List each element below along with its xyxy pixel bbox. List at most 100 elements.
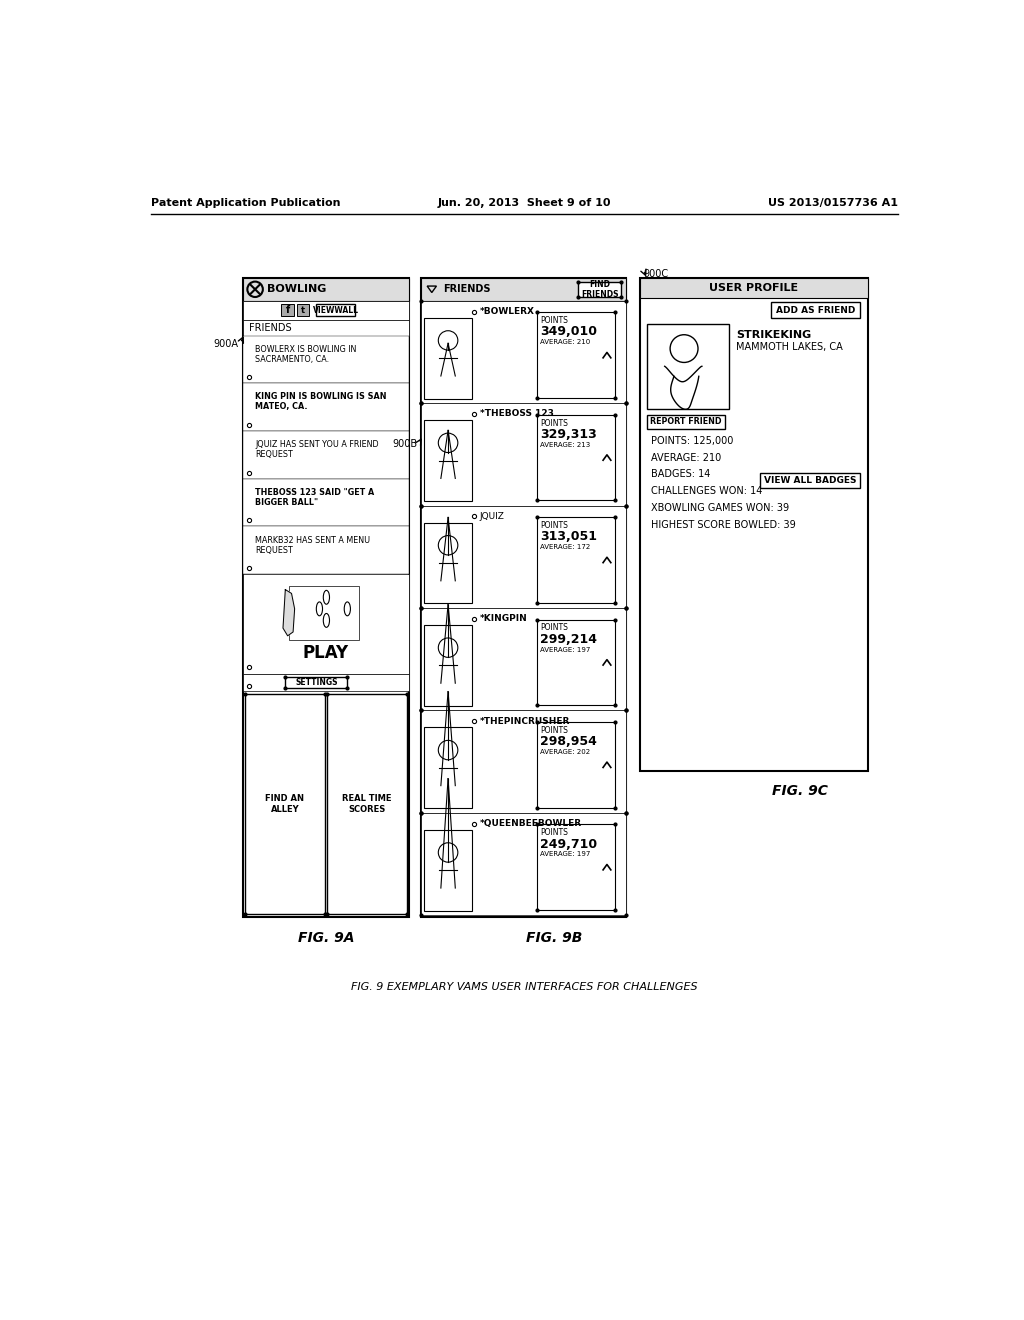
Bar: [421, 277, 627, 301]
Bar: [245, 694, 325, 913]
Text: MARKB32 HAS SENT A MENU: MARKB32 HAS SENT A MENU: [255, 536, 371, 545]
Text: 298,954: 298,954: [541, 735, 597, 748]
Bar: [243, 527, 410, 574]
Text: AVERAGE: 210: AVERAGE: 210: [541, 339, 591, 346]
Text: 900B: 900B: [392, 440, 417, 449]
Bar: [424, 318, 472, 399]
Bar: [328, 694, 407, 913]
Bar: [243, 277, 410, 301]
Bar: [640, 277, 868, 298]
Text: POINTS: POINTS: [541, 521, 568, 531]
Text: Jun. 20, 2013  Sheet 9 of 10: Jun. 20, 2013 Sheet 9 of 10: [438, 198, 611, 209]
Text: CHALLENGES WON: 14: CHALLENGES WON: 14: [651, 487, 763, 496]
Text: REQUEST: REQUEST: [255, 545, 293, 554]
Text: AVERAGE: 213: AVERAGE: 213: [541, 442, 591, 447]
Bar: [538, 313, 614, 397]
Bar: [289, 586, 359, 640]
Text: 900A: 900A: [214, 339, 239, 350]
Bar: [640, 277, 868, 771]
Text: POINTS: POINTS: [541, 418, 568, 428]
Bar: [424, 830, 472, 911]
Bar: [538, 722, 614, 808]
Text: FIG. 9B: FIG. 9B: [526, 931, 583, 945]
Text: 349,010: 349,010: [541, 326, 597, 338]
Bar: [424, 523, 472, 603]
Text: JQUIZ: JQUIZ: [480, 512, 505, 521]
Text: *THEPINCRUSHER: *THEPINCRUSHER: [480, 717, 570, 726]
Bar: [243, 383, 410, 430]
Text: JQUIZ HAS SENT YOU A FRIEND: JQUIZ HAS SENT YOU A FRIEND: [255, 441, 379, 449]
Text: AVERAGE: 197: AVERAGE: 197: [541, 851, 591, 858]
Text: FIG. 9C: FIG. 9C: [772, 784, 828, 799]
Bar: [771, 302, 860, 318]
Bar: [243, 675, 410, 692]
Text: *THEBOSS 123: *THEBOSS 123: [480, 409, 554, 418]
Text: VIEW ALL BADGES: VIEW ALL BADGES: [764, 475, 856, 484]
Bar: [424, 727, 472, 808]
Text: 329,313: 329,313: [541, 428, 597, 441]
Bar: [538, 517, 614, 603]
Bar: [282, 304, 294, 317]
Text: XBOWLING GAMES WON: 39: XBOWLING GAMES WON: 39: [651, 503, 790, 513]
Text: AVERAGE: 210: AVERAGE: 210: [651, 453, 721, 462]
Text: AVERAGE: 197: AVERAGE: 197: [541, 647, 591, 652]
Bar: [760, 473, 860, 488]
Text: BIGGER BALL": BIGGER BALL": [255, 498, 318, 507]
Bar: [243, 301, 410, 321]
Bar: [316, 304, 355, 317]
Text: US 2013/0157736 A1: US 2013/0157736 A1: [768, 198, 898, 209]
Bar: [421, 506, 627, 609]
Bar: [647, 414, 725, 429]
Text: USER PROFILE: USER PROFILE: [710, 282, 799, 293]
Text: THEBOSS 123 SAID "GET A: THEBOSS 123 SAID "GET A: [255, 488, 375, 496]
Text: 313,051: 313,051: [541, 531, 597, 544]
Text: *QUEENBEEBOWLER: *QUEENBEEBOWLER: [480, 818, 582, 828]
Text: REQUEST: REQUEST: [255, 450, 293, 459]
Bar: [243, 574, 410, 675]
Text: *KINGPIN: *KINGPIN: [480, 614, 527, 623]
Text: STRIKEKING: STRIKEKING: [736, 330, 812, 341]
Bar: [538, 414, 614, 500]
Text: BADGES: 14: BADGES: 14: [651, 470, 711, 479]
Bar: [286, 677, 347, 688]
Bar: [243, 321, 410, 335]
Text: REPORT FRIEND: REPORT FRIEND: [650, 417, 722, 426]
Text: t: t: [301, 306, 305, 314]
Text: MATEO, CA.: MATEO, CA.: [255, 403, 307, 412]
Bar: [421, 609, 627, 710]
Text: *BOWLERX: *BOWLERX: [480, 308, 535, 315]
Text: REAL TIME
SCORES: REAL TIME SCORES: [342, 795, 392, 813]
Text: f: f: [286, 305, 290, 315]
Bar: [243, 430, 410, 479]
Text: 299,214: 299,214: [541, 632, 597, 645]
Text: SETTINGS: SETTINGS: [295, 678, 338, 688]
Text: FRIENDS: FRIENDS: [442, 284, 490, 294]
Text: 900C: 900C: [643, 268, 669, 279]
Bar: [424, 420, 472, 502]
Bar: [538, 825, 614, 909]
Bar: [424, 626, 472, 706]
Text: MAMMOTH LAKES, CA: MAMMOTH LAKES, CA: [736, 342, 843, 352]
Text: ADD AS FRIEND: ADD AS FRIEND: [776, 306, 855, 314]
Text: POINTS: POINTS: [541, 623, 568, 632]
Bar: [421, 813, 627, 915]
Bar: [243, 479, 410, 527]
Text: AVERAGE: 172: AVERAGE: 172: [541, 544, 591, 550]
Bar: [421, 710, 627, 813]
Text: FIG. 9A: FIG. 9A: [298, 931, 354, 945]
Text: FIG. 9 EXEMPLARY VAMS USER INTERFACES FOR CHALLENGES: FIG. 9 EXEMPLARY VAMS USER INTERFACES FO…: [351, 982, 698, 993]
Text: VIEWWALL: VIEWWALL: [312, 306, 358, 314]
Bar: [297, 304, 309, 317]
Text: HIGHEST SCORE BOWLED: 39: HIGHEST SCORE BOWLED: 39: [651, 520, 796, 531]
Text: KING PIN IS BOWLING IS SAN: KING PIN IS BOWLING IS SAN: [255, 392, 387, 401]
Polygon shape: [283, 590, 295, 636]
Text: POINTS: 125,000: POINTS: 125,000: [651, 436, 733, 446]
Bar: [243, 277, 410, 917]
Text: FIND AN
ALLEY: FIND AN ALLEY: [265, 795, 304, 813]
Text: PLAY: PLAY: [303, 644, 349, 661]
Bar: [579, 281, 621, 297]
Bar: [243, 335, 410, 383]
Text: 249,710: 249,710: [541, 837, 597, 850]
Text: BOWLERX IS BOWLING IN: BOWLERX IS BOWLING IN: [255, 345, 356, 354]
Bar: [421, 301, 627, 404]
